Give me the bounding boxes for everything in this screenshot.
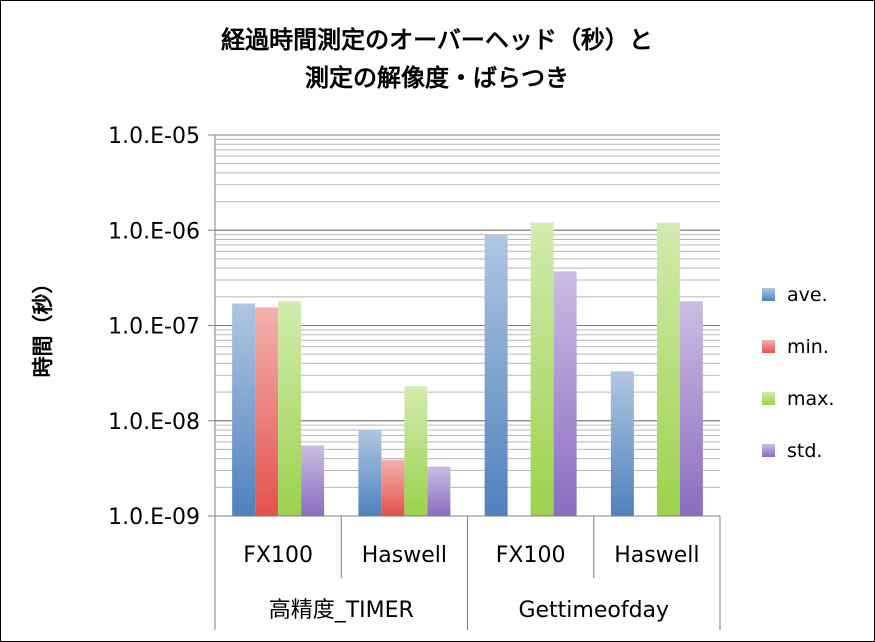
legend-label: max. — [787, 388, 834, 410]
chart-title-line-2: 測定の解像度・ばらつき — [305, 64, 569, 92]
x-category-labels: FX100 Haswell FX100 Haswell 高精度_TIMER Gettime… — [243, 543, 699, 623]
bar-max-1 — [404, 386, 428, 516]
y-axis-label: 時間（秒） — [31, 273, 55, 378]
x-category-label: Haswell — [362, 543, 447, 568]
bar-ave-3 — [610, 371, 634, 516]
legend: ave. min. max. std. — [762, 284, 834, 462]
y-tick-label: 1.0.E-07 — [108, 315, 200, 340]
x-group-label: 高精度_TIMER — [269, 598, 414, 623]
bar-min-1 — [381, 459, 405, 516]
bar-ave-2 — [484, 235, 508, 516]
chart-title-line-1: 経過時間測定のオーバーヘッド（秒）と — [221, 26, 653, 54]
x-category-label: FX100 — [496, 543, 566, 568]
bar-std-1 — [427, 466, 451, 516]
y-tick-label: 1.0.E-05 — [108, 124, 200, 149]
y-tick-labels: 1.0.E-09 1.0.E-08 1.0.E-07 1.0.E-06 1.0.E-05 — [108, 124, 215, 530]
legend-swatch-std — [762, 444, 775, 457]
bar-ave-0 — [232, 303, 256, 516]
x-category-label: Haswell — [614, 543, 699, 568]
legend-label: ave. — [787, 284, 828, 306]
legend-swatch-max — [762, 392, 775, 405]
bar-std-0 — [301, 445, 325, 516]
bars — [232, 222, 703, 516]
bar-min-0 — [255, 307, 279, 516]
y-tick-label: 1.0.E-08 — [108, 410, 200, 435]
axes — [214, 135, 721, 630]
legend-label: std. — [787, 440, 822, 462]
bar-max-2 — [530, 222, 554, 516]
bar-max-0 — [278, 301, 302, 516]
y-tick-label: 1.0.E-06 — [108, 219, 200, 244]
bar-max-3 — [656, 222, 680, 516]
legend-swatch-min — [762, 340, 775, 353]
bar-ave-1 — [358, 429, 382, 516]
y-tick-label: 1.0.E-09 — [108, 505, 200, 530]
x-category-label: FX100 — [243, 543, 313, 568]
bar-std-2 — [553, 271, 577, 516]
legend-swatch-ave — [762, 288, 775, 301]
bar-std-3 — [679, 301, 703, 516]
legend-label: min. — [787, 336, 829, 358]
x-group-label: Gettimeofday — [518, 598, 669, 623]
